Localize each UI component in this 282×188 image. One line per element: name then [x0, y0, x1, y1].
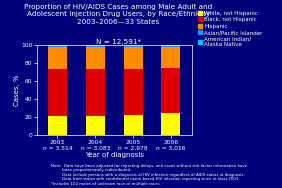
Bar: [86, 45, 105, 46]
Bar: [48, 69, 67, 116]
Bar: [162, 47, 180, 68]
Bar: [162, 113, 180, 135]
Bar: [124, 46, 143, 47]
Bar: [86, 69, 105, 115]
X-axis label: Year of diagnosis: Year of diagnosis: [85, 152, 144, 158]
Text: Proportion of HIV/AIDS Cases among Male Adult and
Adolescent Injection Drug User: Proportion of HIV/AIDS Cases among Male …: [24, 4, 213, 25]
Bar: [48, 46, 67, 47]
Text: N = 12,591*: N = 12,591*: [96, 39, 141, 45]
Legend: White, not Hispanic, Black, not Hispanic, Hispanic, Asian/Pacific Islander, Amer: White, not Hispanic, Black, not Hispanic…: [197, 10, 263, 48]
Bar: [124, 47, 143, 69]
Bar: [124, 45, 143, 46]
Bar: [48, 45, 67, 46]
Bar: [162, 45, 180, 46]
Bar: [86, 47, 105, 69]
Bar: [124, 115, 143, 135]
Bar: [162, 46, 180, 47]
Bar: [124, 69, 143, 115]
Bar: [48, 116, 67, 135]
Bar: [48, 47, 67, 69]
Bar: [162, 68, 180, 113]
Y-axis label: Cases, %: Cases, %: [14, 74, 20, 106]
Text: Note:  Data have been adjusted for reporting delays, and cases without risk fact: Note: Data have been adjusted for report…: [51, 164, 247, 186]
Bar: [86, 115, 105, 135]
Bar: [86, 46, 105, 47]
